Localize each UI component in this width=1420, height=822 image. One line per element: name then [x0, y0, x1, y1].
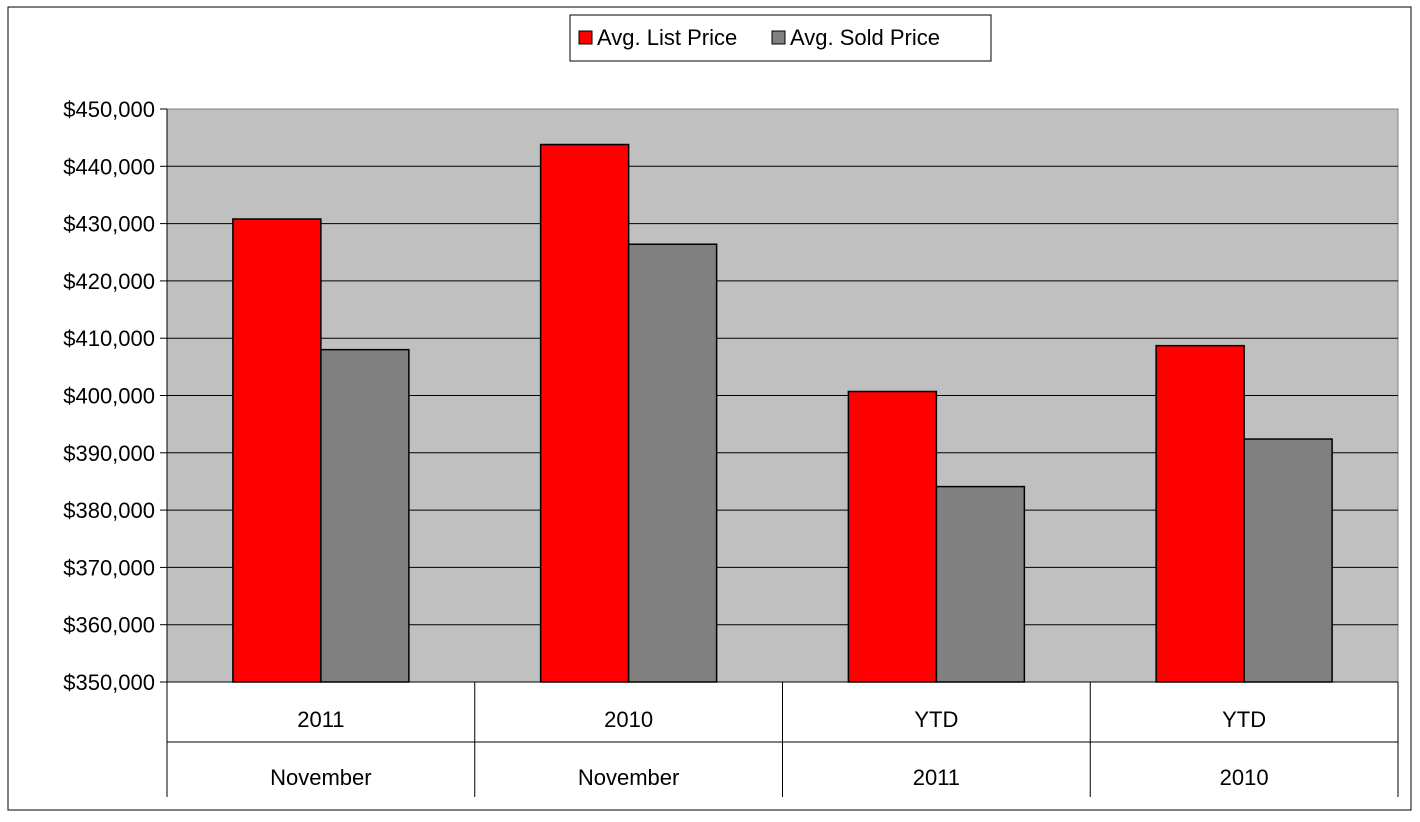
- bar-avg-list-price: [232, 218, 322, 683]
- y-tick-label: $360,000: [63, 613, 155, 638]
- x-category-label-line1: YTD: [1222, 707, 1266, 732]
- x-category-label-line2: November: [578, 765, 679, 790]
- x-category-label-line1: 2010: [604, 707, 653, 732]
- bar-avg-sold-price: [320, 348, 410, 683]
- legend-swatch: [771, 30, 786, 45]
- legend-box: [569, 14, 992, 62]
- bars: [232, 143, 1333, 683]
- y-tick-label: $400,000: [63, 384, 155, 409]
- bar-avg-sold-price: [627, 243, 718, 683]
- y-tick-label: $390,000: [63, 441, 155, 466]
- y-tick-label: $350,000: [63, 670, 155, 695]
- y-tick-label: $380,000: [63, 498, 155, 523]
- y-tick-label: $420,000: [63, 269, 155, 294]
- x-category-label-line2: 2011: [913, 765, 960, 790]
- x-category-label-line1: 2011: [297, 707, 344, 732]
- legend-label: Avg. List Price: [597, 25, 737, 50]
- x-category-label-line1: YTD: [914, 707, 958, 732]
- y-tick-label: $430,000: [63, 212, 155, 237]
- axes: $350,000 $360,000 $370,000 $380,000 $390,000…: [63, 97, 1399, 797]
- legend-label: Avg. Sold Price: [790, 25, 940, 50]
- x-category-label-line2: November: [270, 765, 371, 790]
- legend-swatch: [578, 30, 593, 45]
- y-tick-label: $450,000: [63, 97, 155, 122]
- bar-avg-sold-price: [935, 485, 1026, 683]
- legend: Avg. List Price Avg. Sold Price: [569, 14, 992, 62]
- bar-avg-list-price: [1155, 344, 1245, 683]
- y-tick-label: $410,000: [63, 326, 155, 351]
- bar-avg-sold-price: [1243, 438, 1333, 683]
- y-tick-label: $370,000: [63, 555, 155, 580]
- x-category-label-line2: 2010: [1220, 765, 1269, 790]
- bar-avg-list-price: [847, 390, 938, 683]
- bar-avg-list-price: [539, 143, 630, 683]
- y-tick-label: $440,000: [63, 154, 155, 179]
